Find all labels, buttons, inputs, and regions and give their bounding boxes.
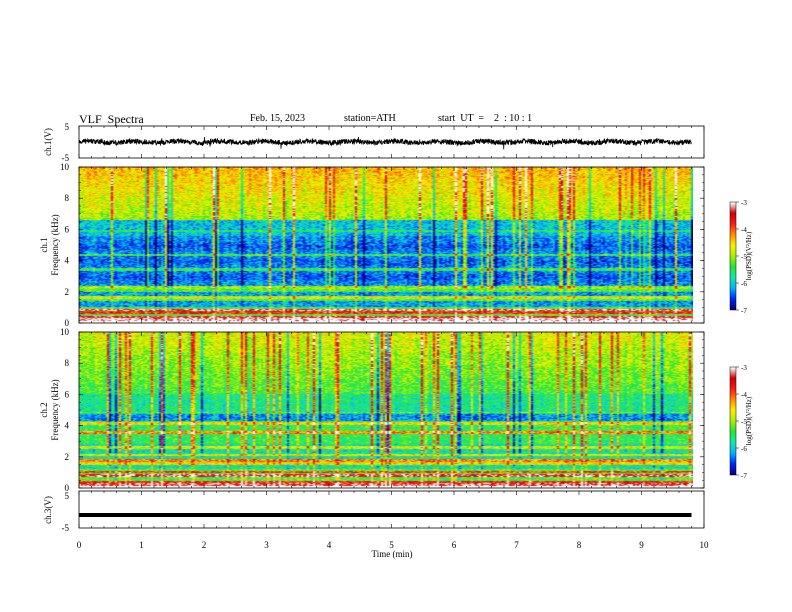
- freq-tick-label: 2: [65, 287, 70, 297]
- freq-tick-label: 10: [60, 327, 70, 337]
- ch2-spectrogram-image: [79, 332, 693, 488]
- colorbar-tick-label: -5: [741, 418, 747, 426]
- time-axis-label: Time (min): [372, 549, 413, 559]
- ch1-spectrogram-image: [79, 167, 693, 323]
- time-tick-label: 3: [264, 540, 269, 550]
- colorbar-tick-label: -3: [741, 364, 747, 372]
- ch2-colorbar-label: log(PSD)(V²/Hz): [745, 396, 753, 445]
- ch2-spec-yticks: 0 2 4 6 8 10: [60, 327, 704, 493]
- ch1-spec-yticks: 0 2 4 6 8 10: [60, 162, 704, 328]
- ch2-spec-ylabel-freq: Frequency (kHz): [50, 379, 60, 440]
- time-tick-label: 2: [202, 540, 207, 550]
- freq-tick-label: 2: [65, 452, 70, 462]
- ch1-panel: 5 -5 ch.1(V): [43, 122, 705, 163]
- time-tick-label: 0: [77, 540, 82, 550]
- ch3-ylabel: ch.3(V): [43, 496, 53, 524]
- colorbar-tick-label: -4: [741, 226, 747, 234]
- time-tick-label: 6: [452, 540, 457, 550]
- ch1-ylabel: ch.1(V): [43, 128, 53, 156]
- freq-tick-label: 0: [65, 483, 70, 493]
- ch1-spec-ylabel-freq: Frequency (kHz): [50, 214, 60, 275]
- freq-tick-label: 4: [65, 256, 70, 266]
- ch1-colorbar: [730, 202, 736, 310]
- freq-tick-label: 8: [65, 193, 70, 203]
- freq-tick-label: 0: [65, 318, 70, 328]
- figure-title: VLF Spectra: [79, 112, 144, 126]
- station-label: station=ATH: [344, 113, 396, 124]
- colorbar-tick-label: -3: [741, 199, 747, 207]
- ch3-ytick-bottom: -5: [62, 523, 70, 533]
- start-time-label: start UT = 2 : 10 : 1: [438, 113, 533, 124]
- time-tick-label: 9: [639, 540, 644, 550]
- ch3-ytick-top: 5: [65, 491, 70, 501]
- ch1-waveform-line: [78, 137, 692, 150]
- ch1-colorbar-label: log(PSD)(V²/Hz): [745, 231, 753, 280]
- ch1-colorbar-ticks: -3 -4 -5 -6 -7: [736, 199, 747, 315]
- time-tick-label: 1: [139, 540, 144, 550]
- time-tick-label: 4: [327, 540, 332, 550]
- colorbar-tick-label: -6: [741, 445, 747, 453]
- date-label: Feb. 15, 2023: [250, 113, 305, 124]
- ch2-colorbar-ticks: -3 -4 -5 -6 -7: [736, 364, 747, 480]
- ch1-spec-ylabel-channel: ch.1: [39, 237, 49, 252]
- ch3-xticks: [78, 491, 705, 528]
- freq-tick-label: 10: [60, 162, 70, 172]
- time-axis: 0 1 2 3 4 5 6 7 8 9 10: [77, 540, 709, 550]
- time-tick-label: 10: [700, 540, 710, 550]
- time-tick-label: 8: [577, 540, 582, 550]
- colorbar-tick-label: -7: [741, 472, 747, 480]
- freq-tick-label: 4: [65, 421, 70, 431]
- time-tick-label: 5: [389, 540, 394, 550]
- colorbar-tick-label: -6: [741, 280, 747, 288]
- ch2-spec-ylabel-channel: ch.2: [39, 402, 49, 417]
- ch1-ytick-bottom: -5: [62, 153, 70, 163]
- freq-tick-label: 6: [65, 224, 70, 234]
- ch1-spec-xticks: [78, 167, 705, 323]
- ch1-xticks: [78, 126, 705, 158]
- ch2-spec-xticks: [78, 332, 705, 488]
- time-tick-label: 7: [514, 540, 519, 550]
- ch2-colorbar: [730, 367, 736, 475]
- colorbar-tick-label: -5: [741, 253, 747, 261]
- ch3-panel: 5 -5 ch.3(V): [43, 490, 705, 533]
- colorbar-tick-label: -7: [741, 307, 747, 315]
- freq-tick-label: 6: [65, 389, 70, 399]
- ch1-ytick-top: 5: [65, 122, 70, 132]
- ch3-axes-frame: [78, 490, 705, 529]
- freq-tick-label: 8: [65, 358, 70, 368]
- colorbar-tick-label: -4: [741, 391, 747, 399]
